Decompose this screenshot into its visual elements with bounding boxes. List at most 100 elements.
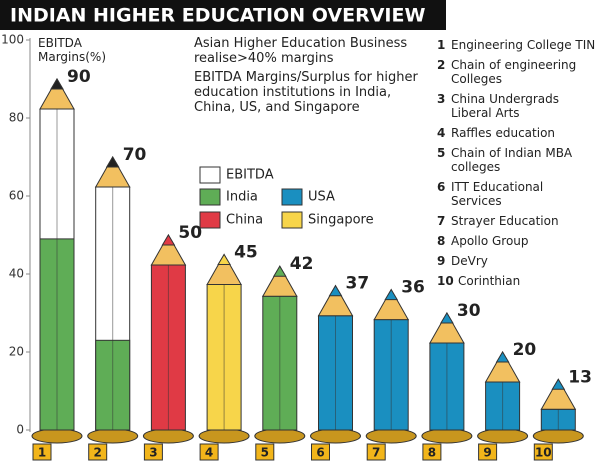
pencil-base — [254, 428, 306, 444]
pencil-base — [87, 428, 139, 444]
pencil — [310, 284, 361, 444]
list-number: 2 — [437, 58, 446, 72]
pencil-wood — [429, 311, 465, 344]
list-name: Engineering College TIN — [451, 38, 596, 52]
legend-label: China — [226, 213, 263, 228]
pencil-base — [421, 428, 473, 444]
pencil-lead — [384, 288, 399, 301]
category-box — [422, 443, 442, 461]
list-name: Corinthian — [458, 274, 521, 288]
list-name: Chain of engineering Colleges — [451, 58, 577, 86]
x-tick-label: 4 — [205, 446, 213, 460]
list-item: 2 Chain of engineering Colleges — [437, 58, 597, 86]
value-label: 20 — [513, 340, 537, 360]
pencil-base — [477, 428, 529, 444]
value-label: 50 — [178, 223, 202, 243]
pencil — [477, 350, 529, 444]
category-box — [88, 443, 108, 461]
category-box — [255, 443, 275, 461]
pencil — [142, 233, 194, 444]
list-item: 10 Corinthian — [437, 274, 597, 288]
list-number: 9 — [437, 254, 446, 268]
list-name: ITT Educational Services — [451, 180, 544, 208]
pencil-wood — [317, 284, 354, 317]
pencil — [87, 155, 139, 444]
category-box — [311, 443, 330, 461]
category-box — [366, 443, 386, 461]
value-label: 42 — [290, 254, 314, 274]
category-box — [199, 443, 219, 461]
category-box — [533, 443, 553, 461]
pencil-lead — [551, 378, 566, 390]
list-name: China Undergrads Liberal Arts — [451, 92, 559, 120]
pencil-base — [31, 428, 83, 444]
x-tick-label: 7 — [372, 446, 380, 460]
list-name: DeVry — [451, 254, 488, 268]
legend-label: USA — [308, 190, 335, 205]
pencil-wood — [373, 288, 410, 321]
pencil-wood — [94, 155, 131, 188]
pencil-lead — [440, 312, 454, 324]
list-number: 7 — [437, 214, 446, 228]
value-label: 30 — [457, 301, 481, 321]
pencil-base — [198, 428, 250, 444]
x-tick-label: 9 — [483, 446, 491, 460]
x-tick-label: 3 — [149, 446, 157, 460]
list-number: 1 — [437, 38, 446, 52]
y-axis-label: EBITDA Margins(%) — [38, 36, 107, 64]
pencil-wood — [484, 350, 521, 383]
list-item: 9 DeVry — [437, 254, 597, 268]
list-item: 7 Strayer Education — [437, 214, 597, 228]
list-number: 6 — [437, 180, 446, 194]
pencil-base — [365, 428, 417, 444]
value-label: 37 — [346, 274, 370, 294]
value-label: 13 — [568, 367, 592, 387]
list-name: Raffles education — [451, 126, 556, 140]
pencil-base — [310, 428, 361, 444]
value-label: 90 — [67, 67, 91, 87]
category-box — [32, 443, 52, 461]
pencil-lead — [105, 156, 120, 168]
pencil — [254, 265, 306, 444]
pencil-base — [532, 428, 584, 444]
legend-label: Singapore — [308, 213, 374, 228]
legend-swatch — [281, 188, 303, 206]
y-tick-label: 20 — [9, 345, 24, 359]
list-number: 8 — [437, 234, 446, 248]
pencil — [532, 378, 584, 444]
pencil-lead — [217, 253, 231, 265]
value-label: 45 — [234, 243, 258, 263]
category-box — [478, 443, 498, 461]
x-tick-label: 8 — [428, 446, 436, 460]
x-tick-label: 6 — [316, 446, 324, 460]
note: Asian Higher Education Business realise>… — [194, 36, 408, 66]
list-number: 10 — [437, 274, 454, 288]
list-item: 6 ITT Educational Services — [437, 180, 597, 208]
pencil-lead — [328, 284, 343, 297]
x-tick-label: 5 — [261, 446, 269, 460]
institution-list: 1 Engineering College TIN 2 Chain of engine… — [437, 38, 597, 294]
pencil-lead — [161, 234, 176, 246]
notes: Asian Higher Education Business realise>… — [194, 36, 426, 119]
pencil-lead — [495, 351, 510, 363]
value-label: 36 — [401, 278, 425, 298]
list-number: 5 — [437, 146, 446, 160]
y-tick-label: 60 — [9, 189, 24, 203]
chart-title: INDIAN HIGHER EDUCATION OVERVIEW — [10, 5, 425, 27]
legend-swatch — [281, 211, 303, 229]
pencil — [365, 288, 417, 444]
y-tick-label: 0 — [16, 423, 24, 437]
x-tick-label: 1 — [38, 446, 46, 460]
pencil-base — [142, 428, 194, 444]
y-tick-label: 40 — [9, 267, 24, 281]
pencil-wood — [261, 265, 298, 297]
pencil — [421, 311, 473, 444]
pencil-wood — [39, 77, 75, 110]
legend-label: EBITDA — [226, 168, 274, 183]
pencil-wood — [206, 253, 242, 285]
value-label: 70 — [123, 145, 147, 165]
pencil-wood — [540, 378, 577, 410]
pencil — [198, 253, 250, 444]
